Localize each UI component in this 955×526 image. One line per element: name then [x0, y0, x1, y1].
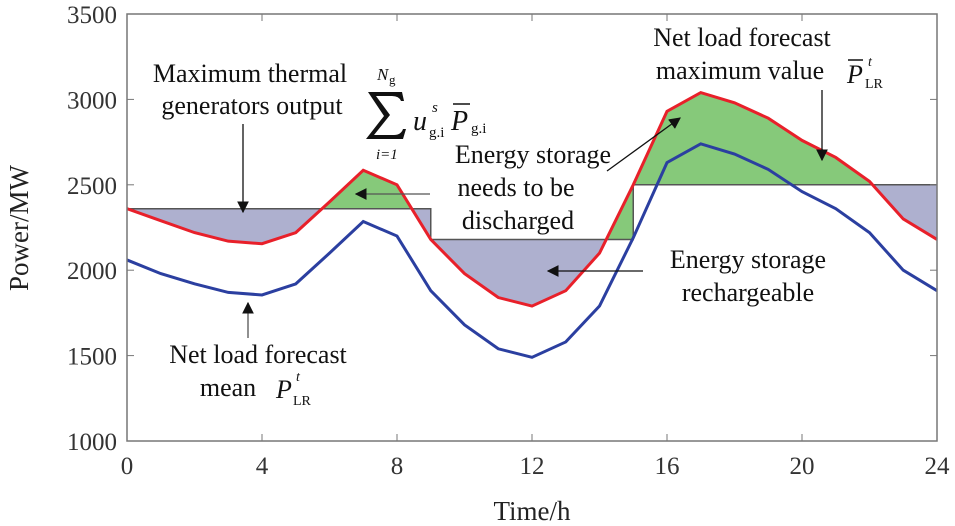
max-forecast-p-sup: t	[868, 55, 873, 70]
mean-forecast-p-sup: t	[296, 370, 301, 385]
max-thermal-line1: Maximum thermal	[153, 59, 347, 88]
u-sup: s	[432, 100, 438, 116]
x-tick-label: 4	[256, 453, 269, 480]
axes: 0 4 8 12 16 20 24 1000 1500 2000 2500 3000 3500	[67, 2, 950, 480]
y-tick-label: 1000	[67, 429, 117, 456]
mean-forecast-p-sub: LR	[293, 394, 312, 409]
sum-lower: i=1	[376, 147, 398, 163]
annotation-recharge: Energy storage rechargeable	[546, 245, 826, 307]
u-sub: g.i	[429, 125, 444, 141]
y-tick-label: 3000	[67, 87, 117, 114]
y-tick-label: 3500	[67, 2, 117, 29]
y-axis-label: Power/MW	[4, 164, 34, 290]
x-tick-label: 20	[790, 453, 815, 480]
max-forecast-p: P	[846, 60, 863, 89]
x-tick-label: 12	[520, 453, 545, 480]
annotation-discharge: Energy storage needs to be discharged	[354, 117, 681, 235]
x-axis-label: Time/h	[493, 496, 571, 526]
thermal-limit-step-line	[127, 184, 937, 241]
annotation-max-thermal: Maximum thermal generators output N g i=…	[153, 59, 486, 214]
max-thermal-line2: generators output	[161, 91, 343, 120]
series-line-max	[126, 90, 938, 308]
p-sub: g.i	[471, 121, 486, 137]
arrow	[606, 117, 681, 172]
discharge-line2: needs to be	[458, 173, 575, 202]
mean-forecast-line1: Net load forecast	[169, 340, 347, 369]
annotation-max-forecast: Net load forecast maximum value P t LR	[653, 23, 884, 162]
recharge-line2: rechargeable	[682, 278, 814, 307]
x-tick-label: 8	[391, 453, 404, 480]
y-tick-label: 1500	[67, 344, 117, 371]
sum-symbol	[366, 92, 406, 139]
discharge-area	[127, 92, 937, 240]
recharge-line1: Energy storage	[670, 245, 826, 274]
y-tick-label: 2000	[67, 258, 117, 285]
discharge-line1: Energy storage	[455, 140, 611, 169]
y-tick-label: 2500	[67, 173, 117, 200]
fill-regions	[127, 92, 937, 307]
annotation-mean-forecast: Net load forecast mean P t LR	[169, 301, 348, 409]
sum-upper-sub: g	[389, 72, 396, 87]
mean-forecast-line2: mean	[200, 373, 256, 402]
discharge-line3: discharged	[462, 206, 574, 235]
x-tick-label: 24	[925, 453, 951, 480]
u-symbol: u	[413, 106, 427, 137]
max-forecast-line1: Net load forecast	[653, 23, 831, 52]
p-symbol: P	[450, 106, 468, 137]
x-tick-label: 16	[655, 453, 680, 480]
max-forecast-line2: maximum value	[656, 56, 824, 85]
series-line-mean	[126, 142, 938, 359]
sum-upper: N	[376, 65, 390, 84]
mean-forecast-p: P	[275, 375, 292, 404]
x-tick-label: 0	[121, 453, 134, 480]
max-forecast-p-sub: LR	[865, 77, 884, 92]
